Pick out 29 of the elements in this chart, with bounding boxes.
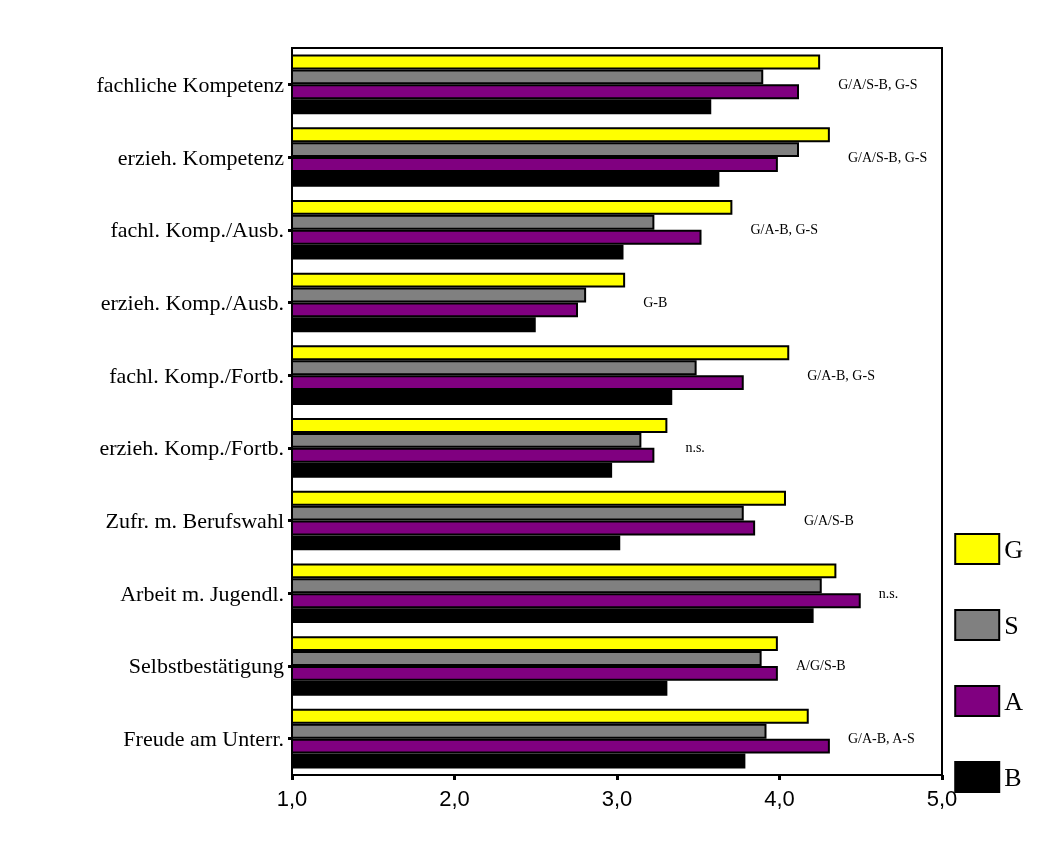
y-tick-label: fachl. Komp./Ausb. xyxy=(110,217,284,243)
x-tick-label: 5,0 xyxy=(926,785,958,811)
x-tick-label: 2,0 xyxy=(439,785,470,811)
y-tick-label: Selbstbestätigung xyxy=(128,653,284,679)
y-tick-label: erzieh. Kompetenz xyxy=(117,144,285,170)
legend-label: A xyxy=(1004,686,1024,716)
y-tick-label: erzieh. Komp./Ausb. xyxy=(100,289,284,315)
annotation: G/A/S-B xyxy=(804,513,854,529)
y-tick-label: fachl. Komp./Fortb. xyxy=(109,362,284,388)
annotation: n.s. xyxy=(685,440,705,456)
y-tick-label: Arbeit m. Jugendl. xyxy=(120,580,284,606)
legend-label: B xyxy=(1004,762,1022,792)
annotation: A/G/S-B xyxy=(795,658,846,674)
annotation: n.s. xyxy=(878,585,899,601)
x-tick-label: 4,0 xyxy=(764,785,795,811)
x-tick-label: 3,0 xyxy=(601,785,633,811)
annotation: G-B xyxy=(643,294,668,310)
y-tick-label: Zufr. m. Berufswahl xyxy=(105,508,284,534)
annotation: G/A/S-B, G-S xyxy=(847,149,928,165)
annotation: G/A-B, G-S xyxy=(807,367,875,383)
annotation: G/A-B, A-S xyxy=(847,731,915,747)
annotation: G/A/S-B, G-S xyxy=(838,76,918,92)
legend-label: S xyxy=(1004,610,1019,640)
annotation: G/A-B, G-S xyxy=(750,222,819,238)
y-tick-label: Freude am Unterr. xyxy=(123,726,284,752)
y-tick-label: fachliche Kompetenz xyxy=(96,71,285,97)
y-tick-label: erzieh. Komp./Fortb. xyxy=(99,435,284,461)
legend-label: G xyxy=(1004,534,1023,564)
x-tick-label: 1,0 xyxy=(276,785,308,811)
